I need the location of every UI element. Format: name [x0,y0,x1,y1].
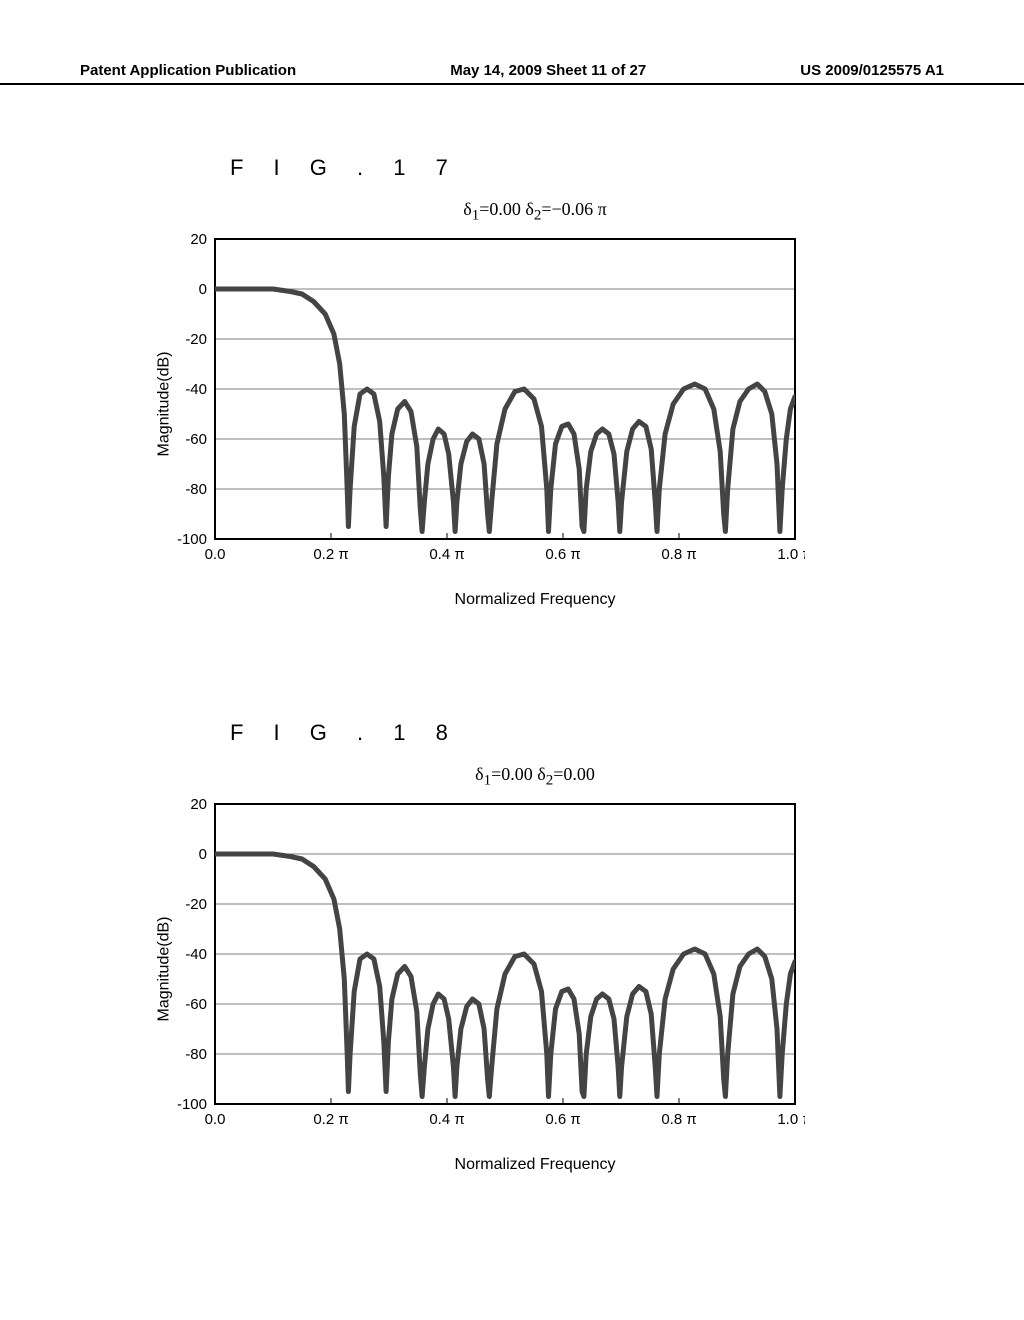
figure-17: F I G . 1 7 δ1=0.00 δ2=−0.06 π Magnitude… [110,155,910,609]
figure-17-xlabel: Normalized Frequency [160,591,910,609]
svg-text:1.0 π: 1.0 π [777,1111,805,1128]
svg-text:-100: -100 [177,1096,207,1113]
page-header: Patent Application Publication May 14, 2… [0,62,1024,85]
svg-text:0.4 π: 0.4 π [429,546,464,563]
header-right: US 2009/0125575 A1 [800,62,944,79]
svg-text:0: 0 [199,281,207,298]
header-center: May 14, 2009 Sheet 11 of 27 [450,62,646,79]
svg-text:-60: -60 [185,996,207,1013]
figure-17-title: δ1=0.00 δ2=−0.06 π [160,199,910,225]
svg-text:0.6 π: 0.6 π [545,1111,580,1128]
page: Patent Application Publication May 14, 2… [0,0,1024,1320]
svg-text:-40: -40 [185,946,207,963]
svg-text:-80: -80 [185,1046,207,1063]
svg-text:0.2 π: 0.2 π [313,546,348,563]
figure-18-xlabel: Normalized Frequency [160,1156,910,1174]
figure-17-plot: -100 -80 -60 -40 -20 0 20 0.0 0.2 π 0.4 π 0.6 π 0.8… [160,233,910,563]
svg-text:1.0 π: 1.0 π [777,546,805,563]
figure-17-label: F I G . 1 7 [230,155,910,181]
svg-text:0.2 π: 0.2 π [313,1111,348,1128]
svg-text:20: 20 [190,233,207,248]
svg-text:0.0: 0.0 [205,546,226,563]
svg-text:-60: -60 [185,431,207,448]
header-left: Patent Application Publication [80,62,296,79]
svg-text:-20: -20 [185,331,207,348]
svg-text:-80: -80 [185,481,207,498]
svg-text:-20: -20 [185,896,207,913]
figure-18-plot: -100 -80 -60 -40 -20 0 20 0.0 0.2 π 0.4 π 0.6 π 0.8… [160,798,910,1128]
svg-text:0.0: 0.0 [205,1111,226,1128]
svg-text:0.6 π: 0.6 π [545,546,580,563]
svg-text:0: 0 [199,846,207,863]
svg-text:-40: -40 [185,381,207,398]
svg-text:20: 20 [190,798,207,813]
figure-17-chart: δ1=0.00 δ2=−0.06 π Magnitude(dB) -100-80… [160,199,910,609]
svg-text:0.8 π: 0.8 π [661,546,696,563]
figure-18-label: F I G . 1 8 [230,720,910,746]
figure-18-ylabel: Magnitude(dB) [155,916,173,1021]
figure-18-chart: δ1=0.00 δ2=0.00 Magnitude(dB) -100-80-60… [160,764,910,1174]
figure-17-ylabel: Magnitude(dB) [155,351,173,456]
svg-text:0.4 π: 0.4 π [429,1111,464,1128]
svg-text:0.8 π: 0.8 π [661,1111,696,1128]
figure-18: F I G . 1 8 δ1=0.00 δ2=0.00 Magnitude(dB… [110,720,910,1174]
figure-18-title: δ1=0.00 δ2=0.00 [160,764,910,790]
svg-text:-100: -100 [177,531,207,548]
